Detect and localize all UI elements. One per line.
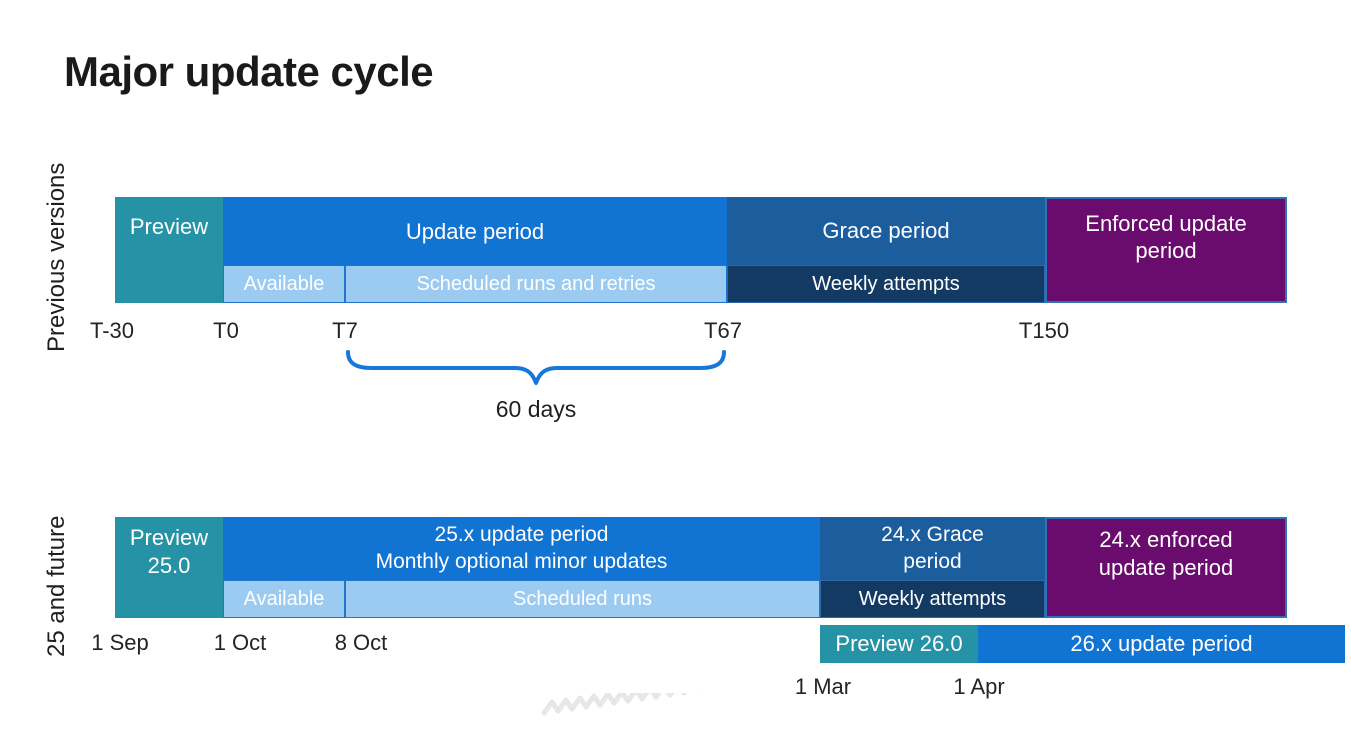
tick-t7: T7 <box>332 318 358 343</box>
tick-1-oct: 1 Oct <box>213 630 267 655</box>
curly-brace <box>346 350 726 385</box>
row-label-25-and-future: 25 and future <box>43 515 70 657</box>
page-title: Major update cycle <box>64 48 434 95</box>
bar-24x-enforced-update-period: 24.x enforced update period <box>1045 517 1287 618</box>
bar-weekly-attempts: Weekly attempts <box>727 265 1045 303</box>
bar-grace-period: Grace period <box>727 197 1045 265</box>
tick-t67: T67 <box>704 318 742 343</box>
bar-preview: Preview <box>115 197 223 303</box>
tick-8-oct: 8 Oct <box>334 630 388 655</box>
row-label-previous-versions: Previous versions <box>43 162 70 352</box>
bar-25x-update-period: 25.x update period Monthly optional mino… <box>223 517 820 580</box>
tick-1-apr: 1 Apr <box>953 674 1005 699</box>
bar-available: Available <box>223 265 345 303</box>
bar-26x-update-period: 26.x update period <box>978 625 1345 663</box>
bar-scheduled-runs: Scheduled runs <box>345 580 820 618</box>
bar-preview-26: Preview 26.0 <box>820 625 978 663</box>
bar-preview-25: Preview 25.0 <box>115 517 223 618</box>
bar-enforced-update-period: Enforced update period <box>1045 197 1287 303</box>
tick-t0: T0 <box>213 318 239 343</box>
duration-label: 60 days <box>495 396 577 422</box>
tick-1-sep: 1 Sep <box>91 630 149 655</box>
tick-t-30: T-30 <box>89 318 135 343</box>
bar-available-future: Available <box>223 580 345 618</box>
bar-24x-grace-period: 24.x Grace period <box>820 517 1045 580</box>
faded-scribble <box>541 693 700 716</box>
tick-t150: T150 <box>1018 318 1070 343</box>
bar-weekly-attempts-future: Weekly attempts <box>820 580 1045 618</box>
bar-scheduled-runs-retries: Scheduled runs and retries <box>345 265 727 303</box>
tick-1-mar: 1 Mar <box>794 674 852 699</box>
